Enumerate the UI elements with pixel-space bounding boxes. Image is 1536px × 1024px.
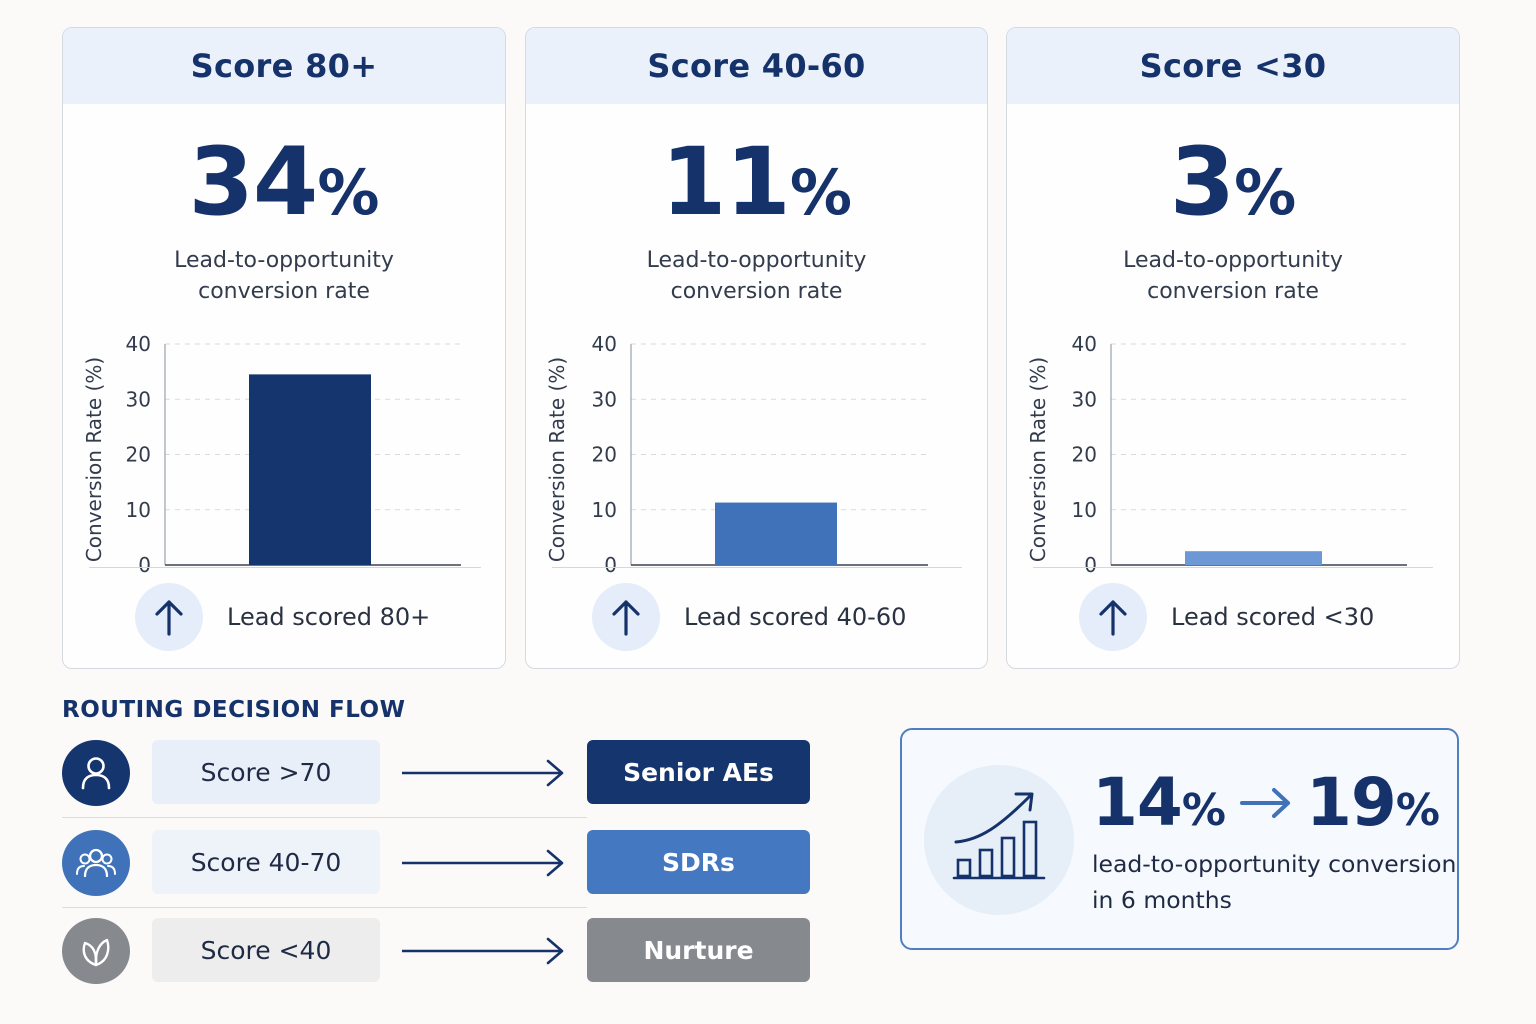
stat-value: 34 [188,128,319,237]
y-tick-label: 20 [592,443,617,467]
destination-nurture: Nurture [587,918,810,982]
stat-percent: % [1234,156,1297,229]
footer-label: Lead scored 80+ [227,603,431,631]
arrow-right-icon [402,937,564,965]
stat-value: 3 [1169,128,1235,237]
impact-label-line1: lead-to-opportunity conversion [1092,850,1457,878]
arrow-right-icon [402,849,564,877]
card-footer: Lead scored 40-60 [592,583,906,651]
stat-label-line2: conversion rate [670,279,843,304]
bar [1185,551,1322,565]
bar-chart: 0 10 20 30 40 Conversion Rate (%) [1026,332,1407,577]
y-tick-label: 40 [126,332,151,356]
stat-label: Lead-to-opportunity conversion rate [526,245,987,307]
growth-chart-icon [952,792,1046,880]
card-score-under-30: Score <30 3% Lead-to-opportunity convers… [1006,27,1460,669]
card-title: Score 40-60 [647,47,866,85]
stat-label-line1: Lead-to-opportunity [646,248,867,273]
score-pill: Score <40 [152,918,380,982]
card-title: Score <30 [1139,47,1327,85]
bar [249,374,371,565]
score-pill: Score >70 [152,740,380,804]
stat-label: Lead-to-opportunity conversion rate [63,245,505,307]
divider [89,567,481,568]
big-stat: 3% [1007,136,1459,230]
card-footer: Lead scored 80+ [135,583,430,651]
card-score-40-60: Score 40-60 11% Lead-to-opportunity conv… [525,27,988,669]
bar-chart: 0 10 20 30 40 Conversion Rate (%) [545,332,928,577]
y-tick-label: 30 [1072,387,1097,411]
card-footer: Lead scored <30 [1079,583,1374,651]
y-tick-label: 0 [138,553,151,577]
stat-label-line2: conversion rate [198,279,370,304]
impact-box: 14% 19% lead-to-opportunity conversion i… [900,728,1459,950]
user-icon [62,740,130,806]
flow-row-nurture: Score <40 Nurture [62,918,812,984]
impact-stat: 14% 19% [1092,764,1440,841]
arrow-up-icon [592,583,660,651]
card-header: Score <30 [1007,28,1459,104]
y-axis-label: Conversion Rate (%) [545,357,569,562]
stat-label-line2: conversion rate [1147,279,1319,304]
big-stat: 11% [526,136,987,230]
y-tick-label: 10 [126,498,151,522]
divider [62,817,587,818]
y-tick-label: 20 [1072,443,1097,467]
y-tick-label: 30 [592,387,617,411]
impact-from-percent: % [1181,785,1226,836]
stat-percent: % [789,156,852,229]
divider [552,567,962,568]
footer-label: Lead scored <30 [1171,603,1375,631]
arrow-up-icon [135,583,203,651]
destination-senior-aes: Senior AEs [587,740,810,804]
arrow-up-icon [1079,583,1147,651]
bar-chart: 0 10 20 30 40 Conversion Rate (%) [82,332,461,577]
flow-row-sdrs: Score 40-70 SDRs [62,830,812,896]
impact-to-percent: % [1395,785,1440,836]
y-tick-label: 10 [592,498,617,522]
impact-from-value: 14 [1092,764,1183,841]
arrow-right-icon [1239,787,1290,818]
destination-sdrs: SDRs [587,830,810,894]
stat-percent: % [317,156,380,229]
card-header: Score 40-60 [526,28,987,104]
impact-to-value: 19 [1305,764,1397,841]
y-axis-label: Conversion Rate (%) [82,357,106,562]
y-tick-label: 20 [126,443,151,467]
leaf-icon [62,918,130,984]
y-tick-label: 30 [126,387,151,411]
impact-label: lead-to-opportunity conversion in 6 mont… [1092,846,1456,918]
big-stat: 34% [63,136,505,230]
divider [62,907,587,908]
card-header: Score 80+ [63,28,505,104]
y-tick-label: 10 [1072,498,1097,522]
card-title: Score 80+ [190,47,378,85]
y-tick-label: 40 [592,332,617,356]
footer-label: Lead scored 40-60 [684,603,907,631]
stat-label: Lead-to-opportunity conversion rate [1007,245,1459,307]
flow-row-senior-aes: Score >70 Senior AEs [62,740,812,806]
y-tick-label: 0 [1084,553,1097,577]
stat-value: 11 [661,128,791,237]
bar [715,502,837,565]
impact-label-line2: in 6 months [1092,886,1232,914]
card-score-80: Score 80+ 34% Lead-to-opportunity conver… [62,27,506,669]
stat-label-line1: Lead-to-opportunity [1123,248,1343,273]
divider [1033,567,1433,568]
impact-icon-bg [924,765,1074,915]
stat-label-line1: Lead-to-opportunity [174,248,394,273]
y-tick-label: 0 [604,553,617,577]
users-icon [62,830,130,896]
flow-title: ROUTING DECISION FLOW [62,697,406,723]
y-axis-label: Conversion Rate (%) [1026,357,1050,562]
y-tick-label: 40 [1072,332,1097,356]
score-pill: Score 40-70 [152,830,380,894]
arrow-right-icon [402,759,564,787]
